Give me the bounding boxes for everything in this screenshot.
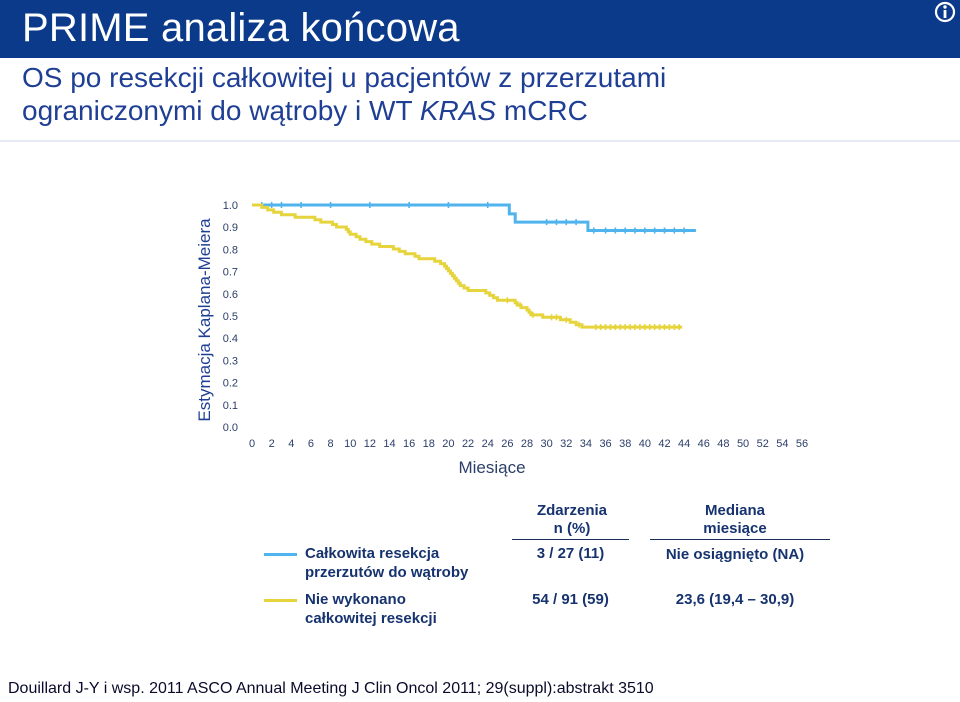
median-header: Mediana miesiące	[680, 502, 790, 538]
x-tick-labels: 0 2 4 6 8 10 12 14 16 18 20 22 24 26 28 30 32 34 36 38 40 42 4…	[249, 438, 808, 450]
y-tick-label: 0.4	[223, 333, 238, 345]
x-tick-label: 22	[462, 438, 474, 450]
x-tick-label: 10	[344, 438, 356, 450]
x-tick-label: 14	[383, 438, 395, 450]
x-tick-label: 24	[482, 438, 494, 450]
x-tick-label: 42	[658, 438, 670, 450]
x-tick-label: 0	[249, 438, 255, 450]
events-header-line-2: n (%)	[553, 520, 591, 537]
y-axis-label: Estymacja Kaplana-Meiera	[195, 218, 214, 422]
y-tick-label: 0.0	[223, 422, 238, 434]
x-tick-label: 18	[423, 438, 435, 450]
survival-curves	[252, 202, 696, 331]
y-tick-label: 1.0	[223, 200, 238, 212]
y-tick-label: 0.9	[223, 222, 238, 234]
x-tick-label: 44	[678, 438, 690, 450]
x-tick-label: 16	[403, 438, 415, 450]
events-header: Zdarzenia n (%)	[512, 502, 632, 538]
subtitle-line-2: ograniczonymi do wątroby i WT KRAS mCRC	[22, 94, 666, 127]
x-tick-label: 52	[757, 438, 769, 450]
info-logo-icon	[934, 1, 956, 23]
row-label-complete: Całkowita resekcja przerzutów do wątroby	[305, 544, 468, 582]
row-label-incomplete-line-1: Nie wykonano	[305, 591, 406, 608]
survival-curve-complete-resection	[252, 203, 696, 232]
y-tick-label: 0.1	[223, 400, 238, 412]
x-tick-label: 54	[776, 438, 788, 450]
y-tick-label: 0.2	[223, 378, 238, 390]
y-tick-label: 0.8	[223, 244, 238, 256]
x-tick-label: 26	[501, 438, 513, 450]
x-tick-label: 50	[737, 438, 749, 450]
events-header-rule	[512, 539, 629, 540]
x-tick-label: 34	[580, 438, 592, 450]
events-complete: 3 / 27 (11)	[536, 545, 605, 562]
reference-citation: Douillard J-Y i wsp. 2011 ASCO Annual Me…	[8, 680, 654, 697]
events-header-line-1: Zdarzenia	[536, 502, 608, 519]
x-tick-label: 12	[364, 438, 376, 450]
x-tick-label: 28	[521, 438, 533, 450]
y-tick-labels: 0.0 0.1 0.2 0.3 0.4 0.5 0.6 0.7 0.8 0.9 1.0	[223, 200, 238, 434]
x-tick-label: 48	[717, 438, 729, 450]
x-tick-label: 30	[541, 438, 553, 450]
legend-swatch-complete	[264, 553, 297, 556]
x-tick-label: 2	[269, 438, 275, 450]
x-tick-label: 40	[639, 438, 651, 450]
subtitle-line-1: OS po resekcji całkowitej u pacjentów z …	[22, 62, 667, 93]
row-label-incomplete-line-2: całkowitej resekcji	[305, 610, 437, 627]
x-tick-label: 8	[328, 438, 334, 450]
y-tick-label: 0.3	[223, 355, 238, 367]
survival-curve-no-complete-resection	[252, 203, 683, 329]
y-tick-label: 0.6	[223, 289, 238, 301]
subtitle-prefix: ograniczonymi do wątroby i WT	[22, 95, 420, 126]
x-tick-label: 32	[560, 438, 572, 450]
x-axis-label: Miesiące	[458, 458, 525, 477]
row-label-incomplete: Nie wykonano całkowitej resekcji	[305, 590, 437, 628]
median-complete: Nie osiągnięto (NA)	[665, 546, 805, 563]
slide-title: PRIME analiza końcowa	[22, 6, 460, 50]
median-incomplete: 23,6 (19,4 – 30,9)	[675, 591, 795, 608]
median-header-line-2: miesiące	[703, 520, 767, 537]
y-tick-label: 0.7	[223, 267, 238, 279]
median-header-rule	[650, 539, 830, 540]
slide-subtitle: OS po resekcji całkowitej u pacjentów z …	[22, 61, 666, 127]
x-tick-label: 38	[619, 438, 631, 450]
x-tick-label: 4	[288, 438, 294, 450]
events-incomplete: 54 / 91 (59)	[532, 591, 609, 608]
x-tick-label: 36	[599, 438, 611, 450]
subtitle-kras: KRAS	[419, 95, 497, 126]
median-header-line-1: Mediana	[704, 502, 765, 519]
y-tick-label: 0.5	[223, 311, 238, 323]
row-label-complete-line-1: Całkowita resekcja	[305, 545, 440, 562]
x-tick-label: 6	[308, 438, 314, 450]
row-label-complete-line-2: przerzutów do wątroby	[305, 564, 469, 581]
legend-swatch-incomplete	[264, 599, 297, 602]
x-tick-label: 46	[698, 438, 710, 450]
subtitle-suffix: mCRC	[496, 95, 588, 126]
x-tick-label: 20	[442, 438, 454, 450]
x-tick-label: 56	[796, 438, 808, 450]
